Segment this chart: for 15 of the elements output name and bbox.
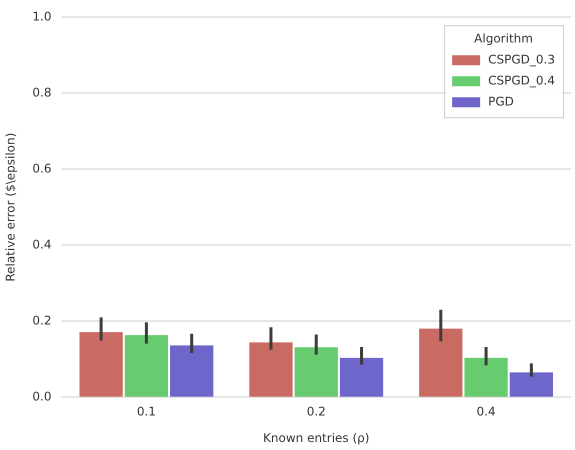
y-tick-label: 0.8 xyxy=(32,85,52,100)
x-tick-label: 0.2 xyxy=(306,404,326,419)
legend-label: PGD xyxy=(488,94,514,108)
x-tick-label: 0.4 xyxy=(476,404,496,419)
legend-title: Algorithm xyxy=(474,31,533,46)
y-axis-title: Relative error ($\epsilon) xyxy=(3,132,18,282)
y-tick-label: 0.4 xyxy=(32,237,52,252)
y-tick-label: 0.6 xyxy=(32,161,52,176)
y-tick-label: 1.0 xyxy=(32,9,52,24)
x-tick-label: 0.1 xyxy=(136,404,156,419)
y-tick-label: 0.2 xyxy=(32,313,52,328)
legend-label: CSPGD_0.4 xyxy=(488,73,556,88)
y-tick-label: 0.0 xyxy=(32,389,52,404)
x-axis-title: Known entries (ρ) xyxy=(263,430,370,445)
legend-label: CSPGD_0.3 xyxy=(488,52,556,66)
